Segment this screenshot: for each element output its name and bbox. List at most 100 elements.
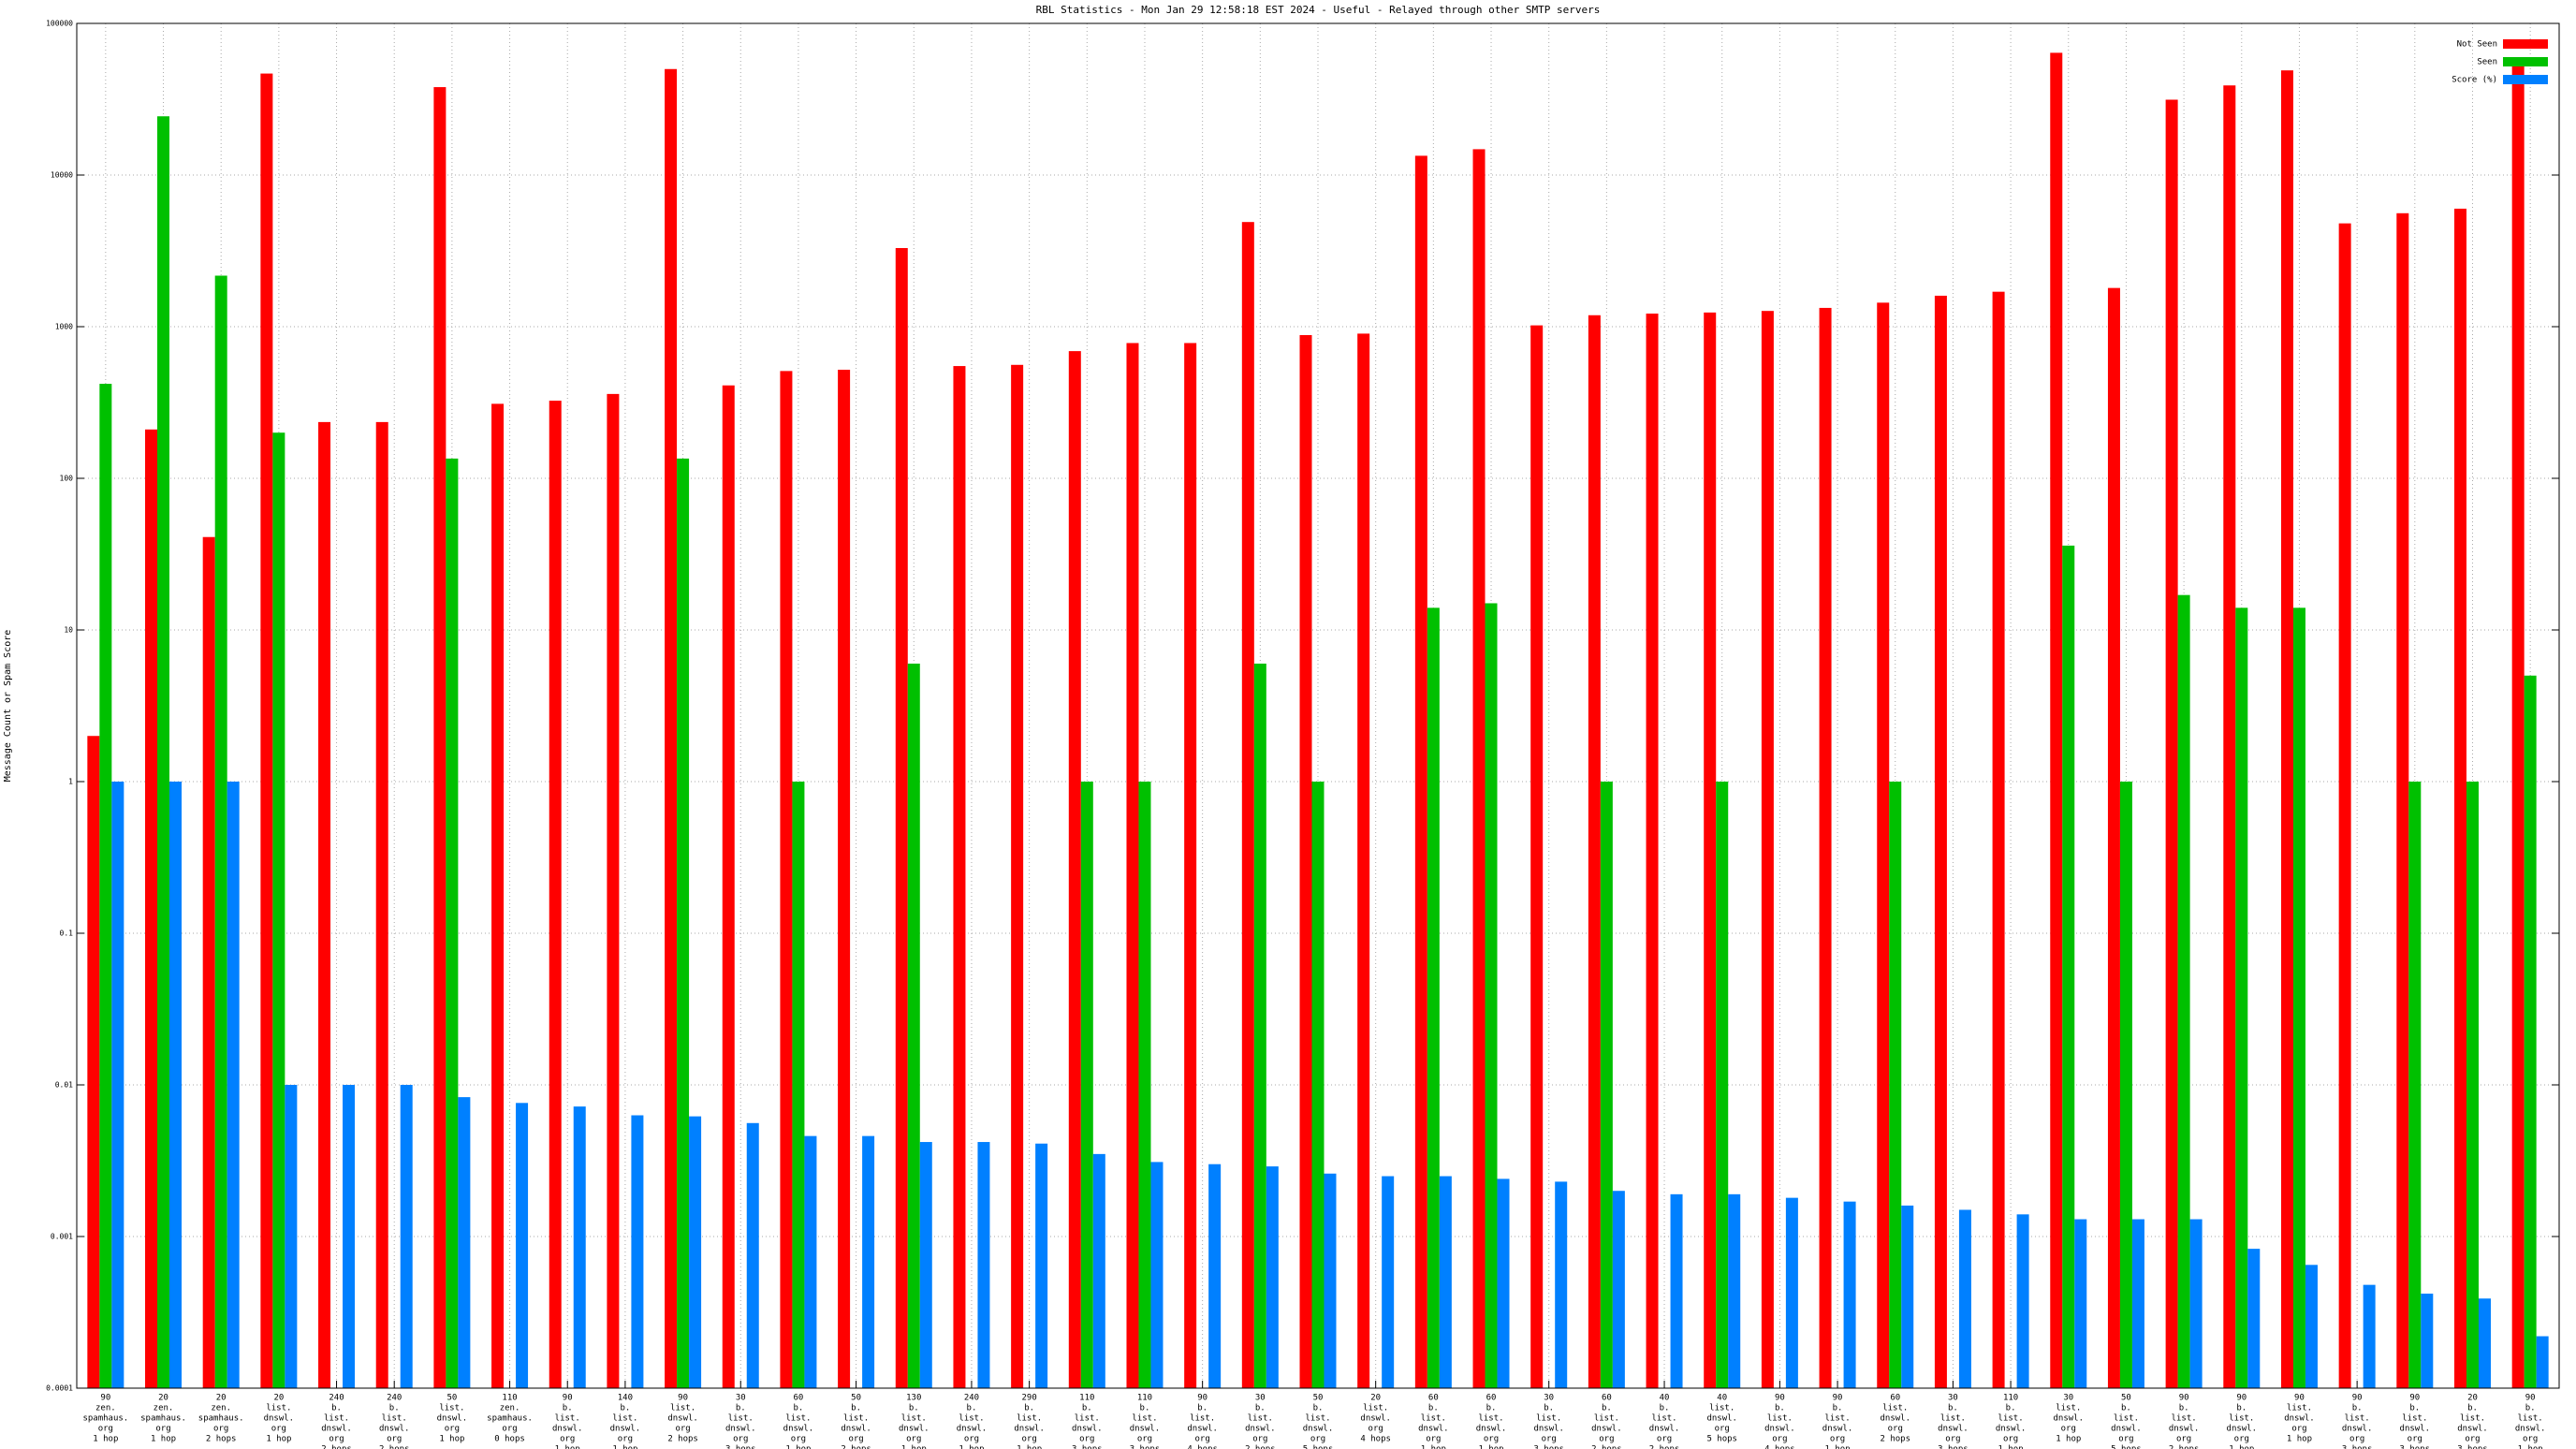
x-tick-label: org xyxy=(2523,1435,2538,1444)
x-tick-label: org xyxy=(2061,1425,2076,1434)
x-tick-label: b. xyxy=(1486,1404,1497,1413)
x-tick-label: b. xyxy=(1197,1404,1208,1413)
x-tick-label: 1 hop xyxy=(785,1445,811,1449)
x-tick-label: dnswl. xyxy=(2284,1414,2315,1424)
x-tick-label: dnswl. xyxy=(1649,1425,1680,1434)
x-tick-label: org xyxy=(791,1435,806,1444)
x-tick-label: 3 hops xyxy=(2400,1445,2431,1449)
bar xyxy=(1184,343,1197,1388)
x-tick-label: 130 xyxy=(906,1394,921,1403)
x-tick-label: 1 hop xyxy=(2229,1445,2254,1449)
x-tick-label: 240 xyxy=(387,1394,402,1403)
x-tick-label: 20 xyxy=(2467,1394,2478,1403)
x-tick-label: 1 hop xyxy=(1017,1445,1042,1449)
bar xyxy=(1035,1143,1048,1388)
x-tick-label: dnswl. xyxy=(1938,1425,1969,1434)
bar xyxy=(1138,782,1151,1388)
bar xyxy=(2524,675,2537,1388)
x-tick-label: 3 hops xyxy=(725,1445,756,1449)
x-tick-label: org xyxy=(1079,1435,1094,1444)
y-tick-label: 1 xyxy=(68,778,73,786)
x-tick-label: 110 xyxy=(2003,1394,2018,1403)
x-tick-label: 20 xyxy=(1370,1394,1381,1403)
x-tick-label: list. xyxy=(785,1414,811,1424)
legend-swatch xyxy=(2503,75,2548,84)
bar xyxy=(343,1085,356,1388)
x-tick-label: dnswl. xyxy=(1130,1425,1161,1434)
x-tick-label: 1 hop xyxy=(1421,1445,1446,1449)
bar xyxy=(516,1103,529,1388)
x-tick-label: 1 hop xyxy=(901,1445,927,1449)
x-tick-label: 90 xyxy=(2294,1394,2305,1403)
bar xyxy=(1992,291,2005,1389)
bar xyxy=(2247,1249,2261,1388)
x-tick-label: dnswl. xyxy=(321,1425,352,1434)
x-tick-label: b. xyxy=(331,1404,342,1413)
x-tick-label: dnswl. xyxy=(667,1414,698,1424)
x-tick-label: dnswl. xyxy=(437,1414,468,1424)
bar xyxy=(1530,325,1544,1388)
bar xyxy=(2280,70,2293,1388)
x-tick-label: 1 hop xyxy=(266,1435,291,1444)
x-tick-label: dnswl. xyxy=(1880,1414,1910,1424)
x-tick-label: org xyxy=(560,1435,575,1444)
bar xyxy=(2408,782,2422,1388)
x-tick-label: 30 xyxy=(1948,1394,1958,1403)
bar xyxy=(907,663,920,1388)
x-tick-label: org xyxy=(329,1435,344,1444)
x-tick-label: list. xyxy=(728,1414,754,1424)
x-tick-label: 90 xyxy=(2236,1394,2247,1403)
x-tick-label: dnswl. xyxy=(1822,1425,1853,1434)
bar xyxy=(169,782,183,1388)
x-tick-label: list. xyxy=(382,1414,407,1424)
x-tick-label: dnswl. xyxy=(1418,1425,1449,1434)
bar xyxy=(2305,1265,2318,1388)
x-tick-label: list. xyxy=(266,1404,291,1413)
x-tick-label: 60 xyxy=(1486,1394,1497,1403)
y-tick-label: 100 xyxy=(60,475,74,483)
x-tick-label: list. xyxy=(1190,1414,1215,1424)
x-tick-label: b. xyxy=(736,1404,746,1413)
x-tick-label: 60 xyxy=(1428,1394,1439,1403)
bar xyxy=(2511,65,2525,1388)
x-tick-label: 240 xyxy=(964,1394,979,1403)
x-tick-label: org xyxy=(1542,1435,1557,1444)
y-tick-label: 10 xyxy=(64,626,73,635)
bar xyxy=(1785,1197,1798,1388)
x-tick-label: org xyxy=(445,1425,460,1434)
x-tick-label: 20 xyxy=(158,1394,168,1403)
bar xyxy=(433,87,446,1388)
bar xyxy=(1497,1178,1510,1388)
bar xyxy=(1253,663,1266,1388)
bar xyxy=(780,371,793,1388)
x-tick-label: 90 xyxy=(100,1394,110,1403)
bar xyxy=(227,782,240,1388)
bar xyxy=(1150,1162,1164,1388)
x-tick-label: org xyxy=(1426,1435,1441,1444)
x-tick-label: 60 xyxy=(1890,1394,1900,1403)
bar xyxy=(722,385,735,1388)
x-tick-label: b. xyxy=(1313,1404,1324,1413)
x-tick-label: b. xyxy=(389,1404,400,1413)
x-tick-label: b. xyxy=(1775,1404,1785,1413)
plot-frame xyxy=(76,22,2560,1389)
bar xyxy=(1266,1166,1279,1388)
bar xyxy=(1646,314,1659,1388)
legend-swatch xyxy=(2503,57,2548,66)
bar xyxy=(746,1122,759,1388)
bar xyxy=(1819,307,1832,1388)
x-tick-label: dnswl. xyxy=(264,1414,295,1424)
x-tick-label: b. xyxy=(2006,1404,2016,1413)
bar xyxy=(1439,1176,1452,1388)
bar xyxy=(792,782,805,1388)
x-tick-label: dnswl. xyxy=(957,1425,988,1434)
bar xyxy=(1600,782,1613,1388)
bar xyxy=(895,248,908,1388)
bar xyxy=(260,73,273,1388)
bar xyxy=(1208,1164,1222,1388)
x-tick-label: 2 hops xyxy=(321,1445,352,1449)
x-tick-label: 90 xyxy=(1775,1394,1785,1403)
x-tick-label: 20 xyxy=(216,1394,227,1403)
bar xyxy=(202,536,215,1388)
x-tick-label: spamhaus. xyxy=(140,1414,186,1424)
